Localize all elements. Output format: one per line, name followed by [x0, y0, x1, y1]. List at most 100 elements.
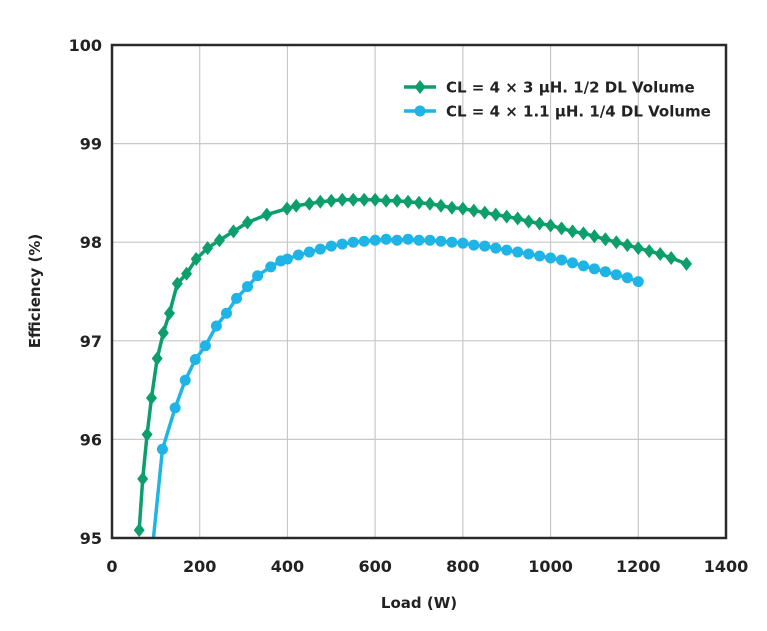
- data-point: [512, 246, 524, 258]
- data-point: [281, 253, 293, 265]
- data-point: [413, 195, 425, 210]
- data-point: [512, 211, 524, 226]
- y-tick-label: 96: [80, 430, 102, 449]
- data-point: [468, 203, 480, 218]
- data-point: [643, 244, 655, 259]
- data-point: [336, 192, 348, 207]
- data-point: [314, 194, 326, 209]
- data-point: [325, 193, 337, 208]
- data-point: [435, 198, 447, 213]
- data-point: [556, 254, 568, 266]
- data-point: [567, 257, 578, 269]
- data-point: [534, 250, 546, 262]
- data-point: [231, 292, 243, 304]
- data-point: [141, 427, 153, 442]
- data-point: [380, 233, 392, 245]
- data-point: [303, 196, 315, 211]
- data-point: [151, 351, 163, 366]
- data-point: [468, 239, 480, 251]
- data-point: [556, 221, 568, 236]
- data-point: [137, 471, 149, 486]
- x-axis-label: Load (W): [381, 594, 457, 612]
- data-point: [281, 201, 293, 216]
- data-point: [347, 192, 359, 207]
- data-point: [523, 248, 535, 260]
- data-point: [413, 234, 425, 246]
- data-point: [314, 243, 326, 255]
- data-point: [242, 281, 254, 293]
- data-point: [190, 251, 202, 266]
- data-point: [303, 246, 315, 258]
- data-point: [490, 207, 502, 222]
- data-point: [621, 238, 633, 253]
- data-point: [181, 266, 193, 281]
- legend-label: CL = 4 × 3 µH. 1/2 DL Volume: [446, 79, 695, 97]
- data-point: [588, 229, 600, 244]
- x-tick-label: 0: [106, 557, 117, 576]
- data-point: [199, 340, 211, 352]
- y-axis-label: Efficiency (%): [26, 234, 44, 349]
- x-tick-label: 200: [183, 557, 216, 576]
- circle-marker-icon: [414, 105, 426, 117]
- y-tick-label: 98: [80, 233, 102, 252]
- legend-item: CL = 4 × 3 µH. 1/2 DL Volume: [404, 79, 695, 97]
- data-point: [435, 235, 447, 247]
- data-point: [523, 214, 535, 229]
- tick-labels: 0 200 400 600 800 1000 1200 1400 95 96 97 98 99 100: [69, 36, 749, 576]
- data-point: [380, 193, 392, 208]
- data-point: [369, 234, 381, 246]
- data-point: [567, 224, 578, 239]
- data-point: [545, 218, 557, 233]
- plot-frame: [110, 43, 728, 540]
- data-point: [265, 261, 277, 273]
- data-point: [545, 252, 557, 264]
- data-point: [577, 226, 589, 241]
- data-point: [163, 306, 175, 321]
- data-point: [133, 523, 145, 538]
- legend-item: CL = 4 × 1.1 µH. 1/4 DL Volume: [404, 103, 711, 121]
- data-point: [424, 234, 436, 246]
- data-point: [599, 266, 611, 278]
- data-point: [632, 241, 644, 256]
- data-point: [446, 200, 458, 215]
- y-tick-label: 100: [69, 36, 102, 55]
- legend: CL = 4 × 3 µH. 1/2 DL Volume CL = 4 × 1.1…: [404, 79, 711, 121]
- data-point: [424, 196, 436, 211]
- data-point: [261, 207, 273, 222]
- data-point: [391, 234, 403, 246]
- data-point: [242, 215, 254, 230]
- data-point: [290, 198, 302, 213]
- series-2: [151, 233, 644, 538]
- diamond-marker-icon: [414, 80, 426, 94]
- data-point: [588, 263, 600, 275]
- y-tick-label: 95: [80, 529, 102, 548]
- data-point: [501, 209, 513, 224]
- data-point: [632, 276, 644, 288]
- data-point: [347, 236, 359, 248]
- data-point: [202, 241, 214, 256]
- data-point: [358, 192, 370, 207]
- data-point: [169, 402, 181, 414]
- series-layer: [133, 192, 693, 538]
- x-tick-label: 1200: [616, 557, 661, 576]
- data-point: [457, 201, 469, 216]
- data-point: [654, 247, 666, 262]
- data-point: [402, 194, 414, 209]
- data-point: [501, 244, 513, 256]
- data-point: [369, 192, 381, 207]
- x-tick-label: 1000: [528, 557, 573, 576]
- data-point: [220, 307, 232, 319]
- data-point: [479, 205, 491, 220]
- data-point: [336, 238, 348, 250]
- y-tick-label: 99: [80, 135, 102, 154]
- data-point: [213, 233, 225, 248]
- data-point: [402, 233, 414, 245]
- data-point: [490, 242, 502, 254]
- data-point: [479, 240, 491, 252]
- series-line: [137, 198, 688, 531]
- data-point: [171, 276, 183, 291]
- data-point: [446, 236, 458, 248]
- series-line: [151, 237, 639, 538]
- data-point: [681, 256, 693, 271]
